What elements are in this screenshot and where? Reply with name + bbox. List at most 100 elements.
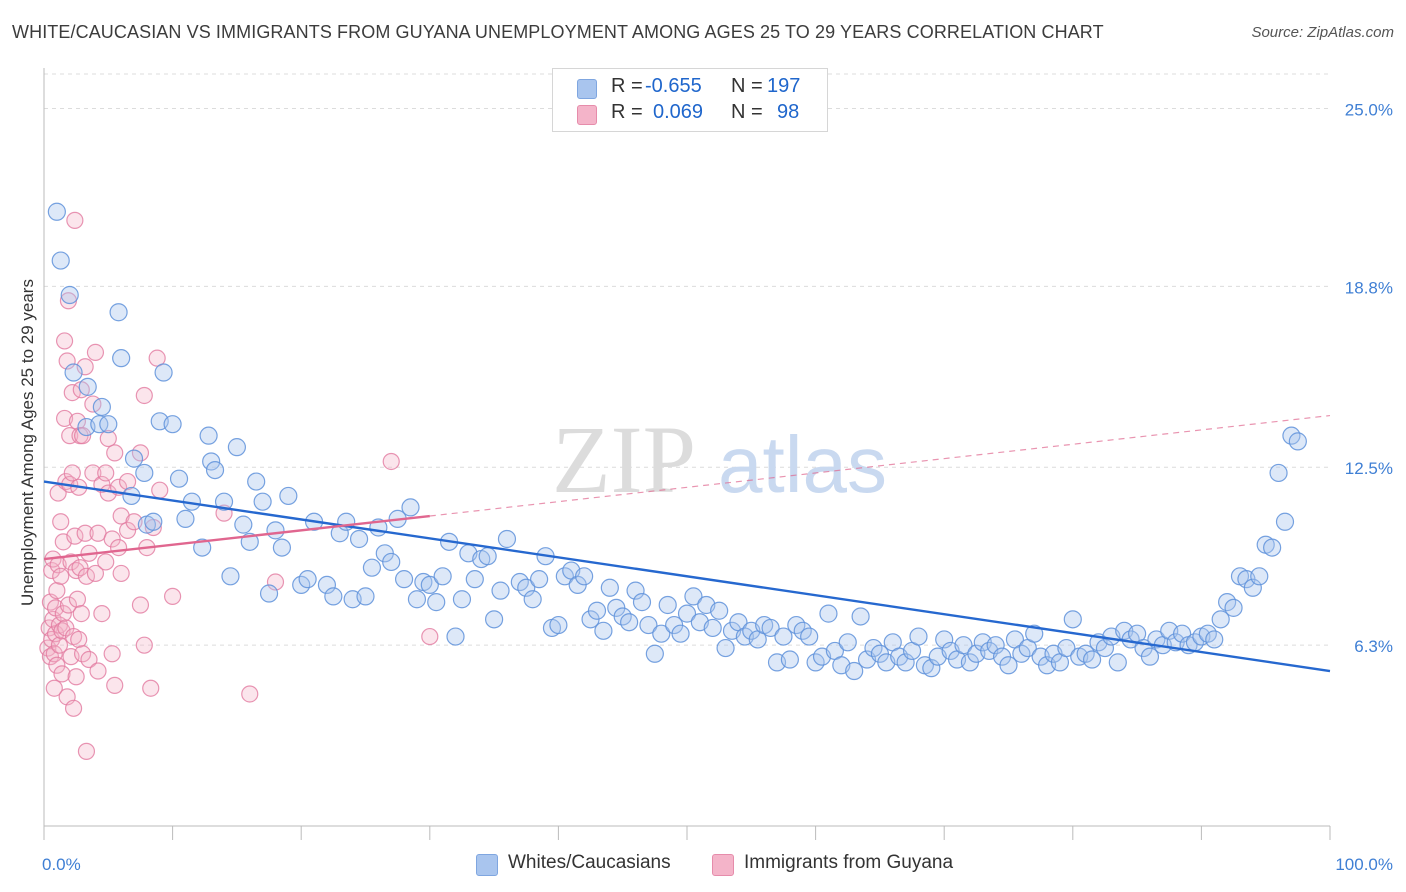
trend-line-guyana <box>43 514 430 561</box>
data-point-whites <box>671 624 690 643</box>
data-point-whites <box>626 581 645 600</box>
data-point-guyana <box>151 481 169 499</box>
data-point-guyana <box>64 627 83 646</box>
data-point-guyana <box>66 211 84 229</box>
data-point-whites <box>1063 610 1082 629</box>
data-point-whites <box>349 529 369 549</box>
data-point-whites <box>1263 538 1282 557</box>
data-point-whites <box>478 547 497 566</box>
data-point-whites <box>465 570 484 589</box>
data-point-whites <box>109 303 128 322</box>
data-point-whites <box>1082 650 1102 669</box>
legend-label-guyana: Immigrants from Guyana <box>744 852 954 873</box>
data-point-whites <box>587 601 607 620</box>
data-point-whites <box>247 472 266 491</box>
data-point-whites <box>279 486 298 506</box>
data-point-guyana <box>54 605 72 623</box>
data-point-guyana <box>93 605 111 623</box>
watermark-atlas: atlas <box>718 420 887 509</box>
y-tick-label: 6.3% <box>1354 637 1393 656</box>
data-point-whites <box>710 601 729 620</box>
x-tick-label: 100.0% <box>1335 855 1393 874</box>
data-point-whites <box>452 590 472 609</box>
data-point-guyana <box>106 676 124 694</box>
data-point-whites <box>1211 610 1230 629</box>
data-point-guyana <box>48 656 66 674</box>
data-point-whites <box>652 624 671 643</box>
data-point-whites <box>935 630 954 649</box>
data-point-whites <box>954 636 973 655</box>
data-point-guyana <box>73 645 92 663</box>
data-point-whites <box>761 618 780 638</box>
data-point-guyana <box>71 559 89 577</box>
data-point-guyana <box>97 464 115 482</box>
data-point-guyana <box>64 699 83 717</box>
data-point-whites <box>92 397 111 417</box>
data-point-whites <box>47 202 66 221</box>
data-point-guyana <box>135 386 153 405</box>
data-point-guyana <box>86 343 105 362</box>
watermark: ZIP atlas <box>552 406 887 513</box>
data-point-whites <box>298 570 317 589</box>
data-point-guyana <box>58 352 76 370</box>
legend-row-guyana: R = 0.069 N = 98 <box>553 101 827 127</box>
data-point-whites <box>819 604 838 623</box>
data-point-whites <box>517 578 536 597</box>
data-point-whites <box>163 415 182 434</box>
data-point-guyana <box>59 596 78 614</box>
data-point-whites <box>124 449 144 468</box>
y-tick-label: 18.8% <box>1345 278 1393 297</box>
data-point-whites <box>193 538 212 557</box>
data-point-whites <box>1173 624 1192 643</box>
data-point-whites <box>135 463 154 483</box>
data-point-whites <box>64 363 83 382</box>
data-point-guyana <box>76 524 94 542</box>
data-point-whites <box>266 521 285 540</box>
data-point-guyana <box>77 742 96 760</box>
data-point-whites <box>382 552 401 572</box>
data-point-whites <box>999 656 1018 675</box>
data-point-whites <box>800 627 819 646</box>
data-point-guyana <box>382 452 400 471</box>
data-point-whites <box>317 575 337 595</box>
trend-lines <box>43 414 1331 673</box>
data-point-whites <box>716 638 735 658</box>
data-point-whites <box>575 567 594 586</box>
data-point-guyana <box>62 553 80 571</box>
data-point-guyana <box>67 668 85 686</box>
y-tick-label: 12.5% <box>1345 459 1393 478</box>
series-legend: Whites/Caucasians Immigrants from Guyana <box>0 852 1406 878</box>
data-point-whites <box>1269 463 1288 483</box>
data-point-whites <box>639 615 658 635</box>
data-point-whites <box>491 581 510 600</box>
legend-n-value: 98 <box>777 101 800 123</box>
data-point-whites <box>99 415 118 434</box>
data-point-guyana <box>103 530 121 548</box>
data-point-whites <box>600 578 619 597</box>
data-point-guyana <box>89 662 107 680</box>
data-point-guyana <box>142 679 160 697</box>
data-point-guyana <box>50 636 69 654</box>
data-point-whites <box>401 498 420 517</box>
data-point-whites <box>51 251 70 270</box>
data-point-whites <box>1224 598 1243 617</box>
data-point-whites <box>394 570 414 589</box>
data-point-whites <box>497 529 517 549</box>
data-point-whites <box>645 644 664 663</box>
data-point-guyana <box>164 587 182 605</box>
data-point-whites <box>169 469 189 488</box>
data-point-whites <box>221 567 240 586</box>
data-point-whites <box>780 650 799 669</box>
data-point-whites <box>78 377 97 396</box>
data-point-whites <box>205 460 225 480</box>
data-point-guyana <box>109 538 128 557</box>
data-point-guyana <box>68 590 87 608</box>
data-point-whites <box>620 613 639 632</box>
data-point-whites <box>1095 638 1115 658</box>
grid-lines <box>44 73 1330 646</box>
legend-r-label: R = <box>611 75 643 97</box>
axes <box>43 68 1331 840</box>
data-point-guyana <box>52 567 70 585</box>
data-point-whites <box>144 512 163 531</box>
